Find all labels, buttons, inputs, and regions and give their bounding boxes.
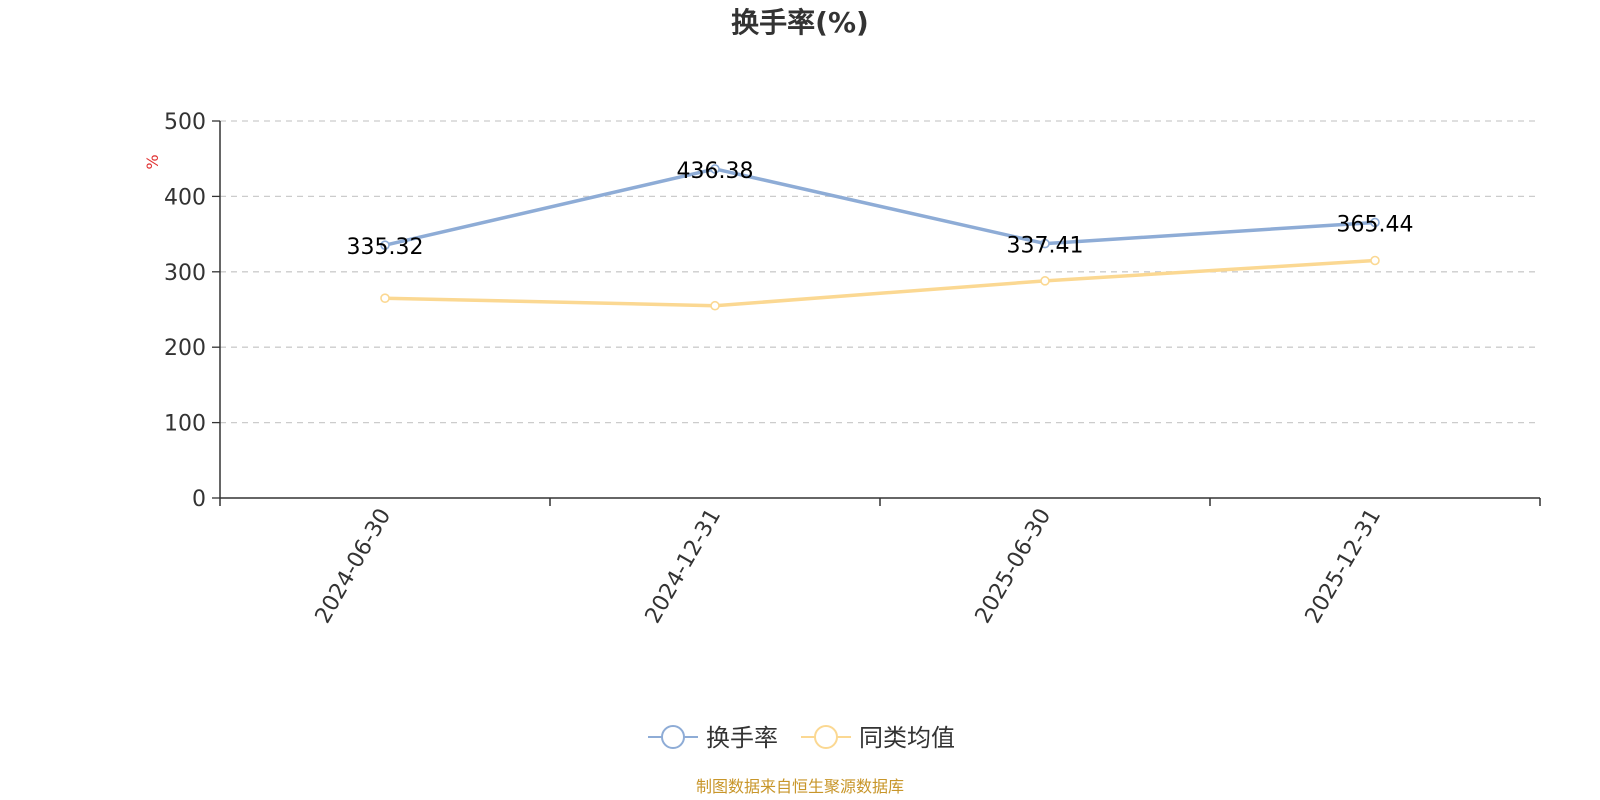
legend-marker	[814, 725, 838, 749]
data-point[interactable]	[380, 293, 390, 303]
series-line-1	[384, 258, 1376, 308]
x-tick-label: 2024-12-31	[641, 505, 727, 628]
legend-item-0[interactable]: 换手率	[648, 724, 778, 752]
data-point[interactable]	[1370, 255, 1380, 266]
axes: 0 100 200 300 400 500 2024-06-30 2024-12-31 2025…	[164, 110, 1541, 628]
data-point[interactable]	[1040, 276, 1050, 286]
grid-lines	[220, 120, 1540, 424]
y-axis-unit: %	[143, 154, 162, 169]
data-point[interactable]	[1370, 217, 1380, 228]
data-point[interactable]	[1040, 238, 1050, 249]
x-tick-label: 2025-12-31	[1301, 505, 1387, 628]
legend-label: 换手率	[706, 724, 778, 752]
legend-label: 同类均值	[859, 724, 955, 752]
source-note: 制图数据来自恒生聚源数据库	[696, 777, 904, 796]
data-point[interactable]	[380, 240, 390, 250]
chart-title: 换手率(%)	[731, 6, 869, 39]
y-tick-label: 100	[164, 412, 206, 437]
y-tick-label: 400	[164, 185, 206, 210]
legend-item-1[interactable]: 同类均值	[801, 724, 955, 752]
series-lines	[380, 164, 1380, 311]
data-labels: 335.32 436.38 337.41 365.44	[347, 159, 1414, 260]
x-tick-label: 2025-06-30	[971, 505, 1057, 628]
data-point[interactable]	[710, 164, 720, 174]
y-tick-label: 500	[164, 110, 206, 135]
y-tick-label: 0	[192, 487, 206, 512]
x-tick-label: 2024-06-30	[311, 505, 397, 628]
y-tick-label: 200	[164, 336, 206, 361]
legend[interactable]: 换手率 同类均值	[648, 724, 955, 752]
data-point[interactable]	[710, 300, 720, 311]
data-label: 337.41	[1007, 234, 1084, 259]
data-label: 335.32	[347, 235, 424, 260]
data-label: 365.44	[1337, 212, 1414, 237]
y-tick-label: 300	[164, 261, 206, 286]
legend-marker	[661, 725, 685, 749]
series-line-0	[384, 167, 1376, 247]
data-label: 436.38	[677, 159, 754, 184]
